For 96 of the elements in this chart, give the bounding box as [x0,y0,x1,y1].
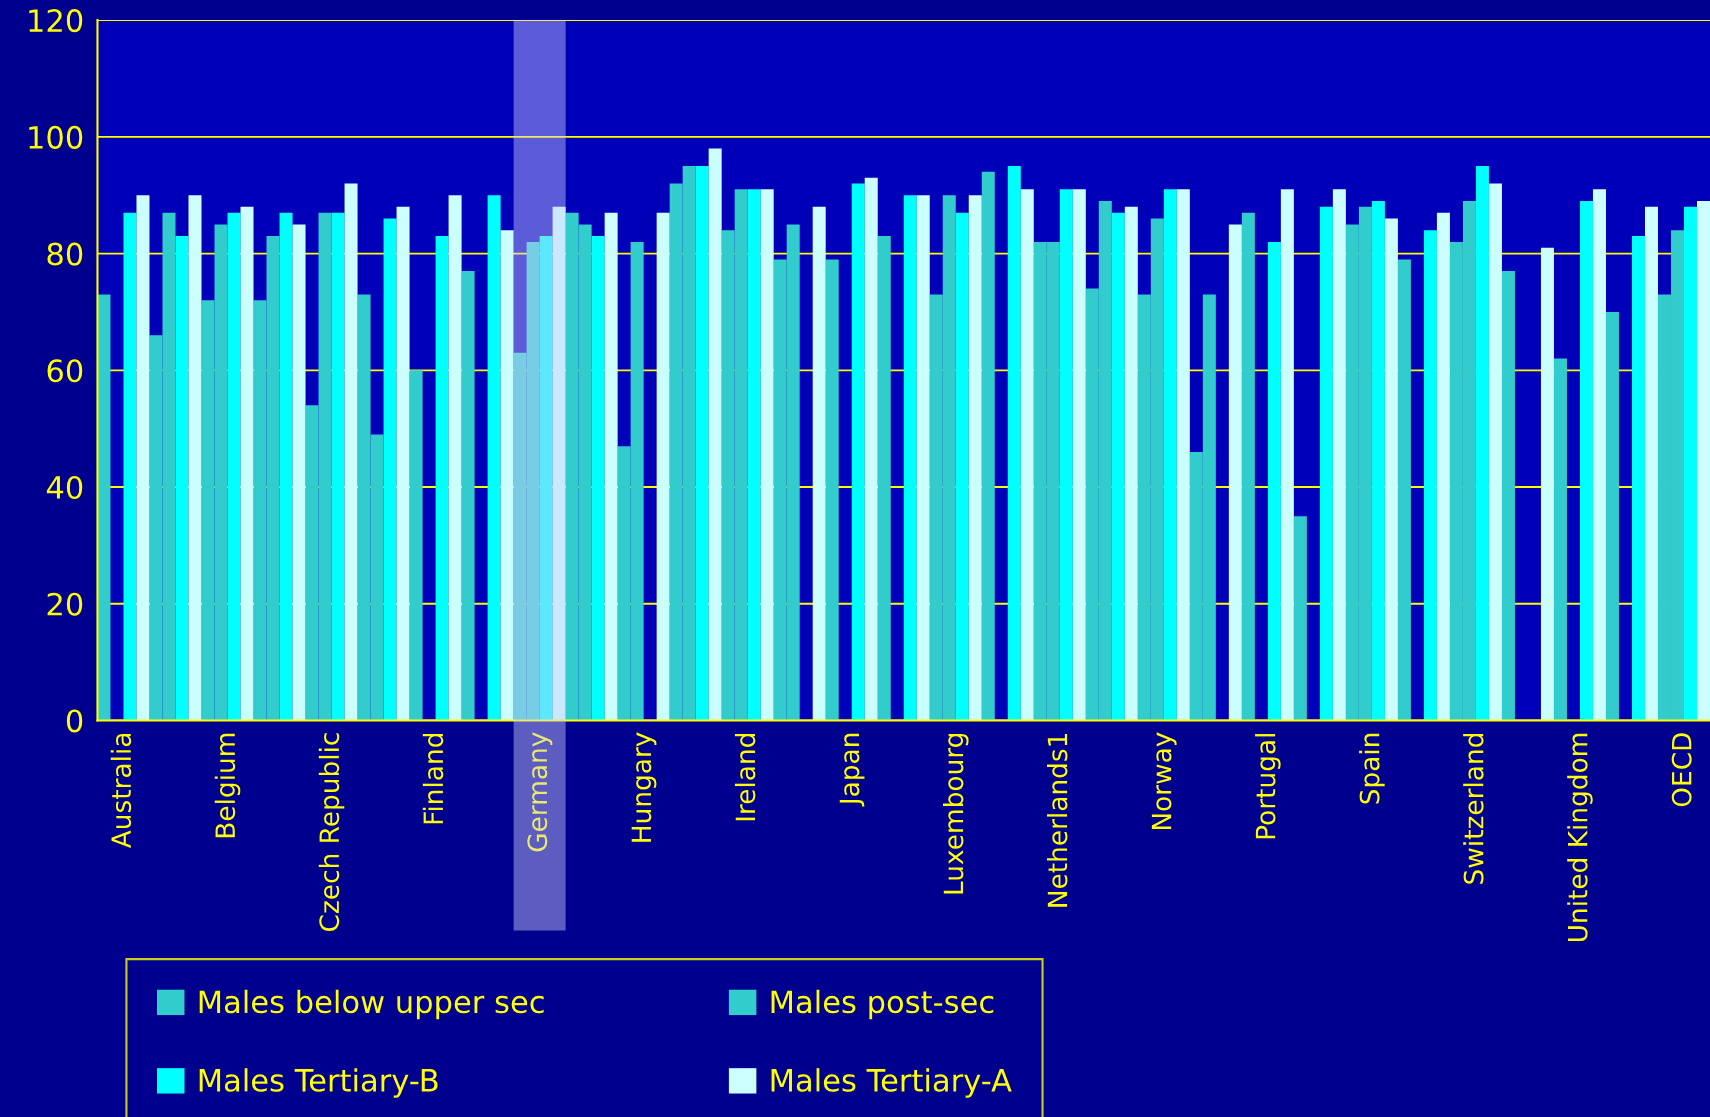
x-tick-label: Belgium [214,733,241,838]
bar [240,206,254,721]
bar [604,212,618,721]
y-tick-label: 80 [47,242,83,266]
bar [1397,259,1411,721]
bar [123,212,137,721]
x-tick-label: United Kingdom [1567,733,1593,942]
bar [1111,212,1125,721]
bar [1176,189,1190,721]
bar [552,206,566,721]
bar [1007,166,1021,721]
bar [1384,218,1398,721]
bar [136,195,150,721]
bar [864,177,878,721]
bar [916,195,930,721]
bar [1371,201,1385,721]
bar [1501,271,1515,721]
bar [1267,241,1281,721]
x-tick-label: Germany [527,732,553,852]
x-tick-label: OECD [1671,733,1692,807]
bar [1020,189,1034,721]
bar [968,195,982,721]
x-tick-label: Finland [422,733,444,824]
bar [396,206,410,721]
x-tick-label: Switzerland [1463,733,1484,884]
legend-label: Males post-sec [771,989,994,1020]
x-tick-label: Portugal [1255,734,1281,839]
bar [1697,201,1710,721]
legend-label: Males below upper sec [199,989,544,1020]
bar [461,271,475,721]
bar [1553,358,1567,721]
bar [1488,183,1502,721]
x-tick-label: Czech Republic [318,733,345,932]
y-tick-label: 100 [29,125,83,149]
bar [227,212,241,721]
bar [1072,189,1086,721]
x-tick-label: Hungary [631,732,657,842]
bar [760,189,774,721]
bar [1163,189,1177,721]
bar [1228,224,1242,721]
x-tick-label: Norway [1151,732,1177,830]
bar [1631,236,1645,721]
bar [279,212,293,721]
bar [695,166,709,721]
x-tick-label: Australia [110,733,132,849]
bar [877,236,891,721]
bar [487,195,501,721]
bar [591,236,605,721]
x-tick-label: Luxembourg [942,733,969,894]
bar [1592,189,1606,721]
y-tick-label: 0 [66,709,83,733]
bar [1059,189,1073,721]
x-tick-label: Spain [1359,733,1385,804]
bar [955,212,969,721]
legend-label: Males Tertiary-A [771,1068,1012,1098]
x-tick-label: Ireland [734,733,756,821]
bar [903,195,917,721]
y-tick-label: 40 [46,475,83,500]
bar [383,218,397,721]
bar [409,370,423,721]
y-tick-label: 120 [29,9,83,33]
bar [1280,189,1294,721]
bar [435,236,449,721]
bar [708,148,722,721]
bar [825,259,839,721]
bar [539,236,553,721]
bar [175,236,189,721]
bar [1332,189,1346,721]
bar [1683,206,1697,721]
bar [747,189,761,721]
bar [1124,206,1138,721]
bar [1540,247,1554,721]
bar [500,230,514,721]
bar [1241,212,1255,721]
bar [1423,230,1437,721]
bar [448,195,462,721]
y-tick-label: 20 [47,592,83,616]
bar [292,224,306,721]
x-tick-label: Netherlands1 [1047,734,1068,907]
bar [1605,311,1619,721]
bar [656,212,670,721]
bar [981,171,995,721]
bar [344,183,358,721]
x-tick-label: Japan [839,733,865,807]
bar [812,206,826,721]
bar [1293,516,1307,721]
bar [1436,212,1450,721]
y-tick-label: 60 [47,359,83,383]
bar [851,183,865,721]
bar [1319,206,1333,721]
bar [1579,201,1593,721]
bar [331,212,345,721]
legend-label: Males Tertiary-B [199,1068,438,1098]
bar [1475,166,1489,721]
bar [1644,206,1658,721]
bar [188,195,202,721]
